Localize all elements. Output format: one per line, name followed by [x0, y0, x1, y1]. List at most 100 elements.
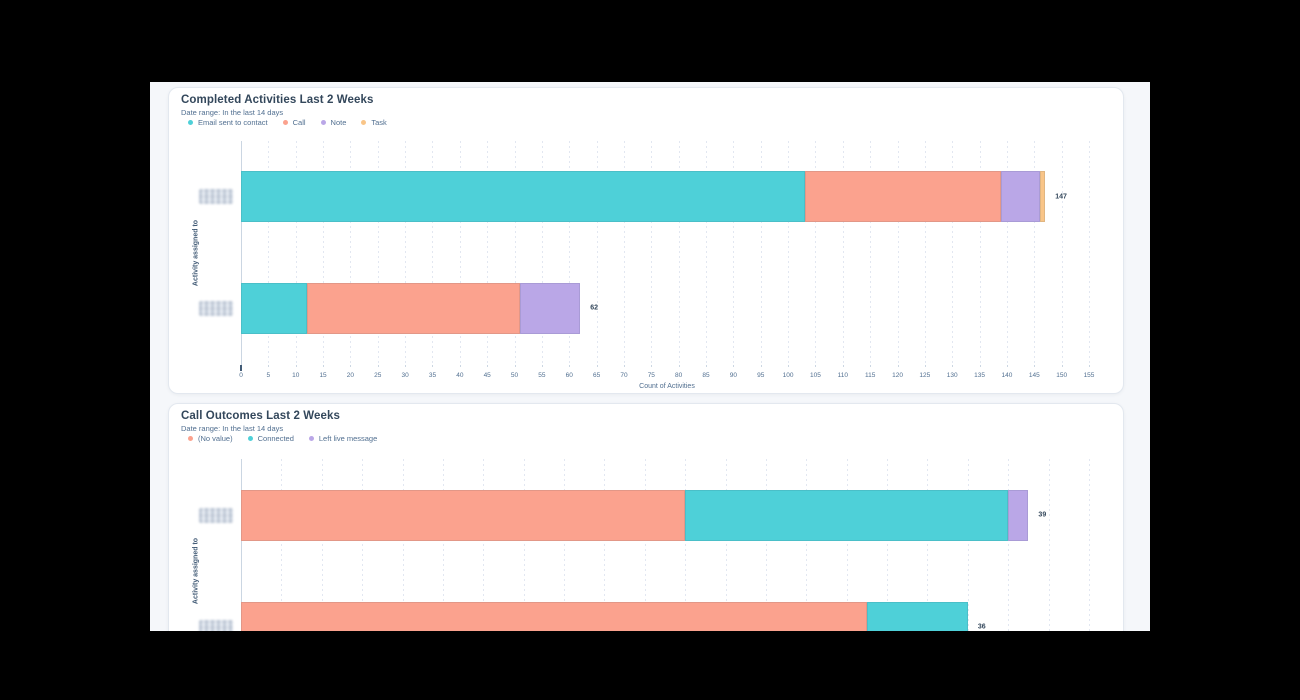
category-label-redacted: [199, 619, 233, 631]
grid-line: [596, 141, 598, 364]
chart-plot-area: Activity assigned to 39 36: [169, 404, 1123, 631]
tick-mark: [924, 365, 926, 369]
bar-segment[interactable]: [241, 489, 686, 541]
grid-line: [870, 141, 872, 364]
bar-segment[interactable]: [306, 282, 520, 334]
chart-title: Call Outcomes Last 2 Weeks: [181, 410, 340, 422]
value-label: 36: [977, 623, 986, 631]
bar-segment[interactable]: [241, 171, 805, 223]
bar-segment[interactable]: [520, 282, 581, 334]
tick-mark: [1034, 365, 1036, 369]
grid-line: [377, 141, 379, 364]
stacked-bar: [241, 601, 968, 631]
y-axis-line: [241, 459, 242, 631]
legend-label: Call: [292, 118, 306, 127]
value-label: 147: [1055, 193, 1067, 201]
stacked-bar: [241, 489, 1029, 541]
tick-mark: [596, 365, 598, 369]
stacked-bar: [241, 282, 581, 334]
grid-line: [967, 459, 969, 631]
grid-line: [815, 141, 817, 364]
grid-line: [268, 141, 270, 364]
tick-mark: [432, 365, 434, 369]
bar-segment[interactable]: [1001, 171, 1040, 223]
legend-item[interactable]: Task: [361, 118, 387, 127]
bar-segment[interactable]: [241, 282, 307, 334]
grid-line: [897, 141, 899, 364]
tick-mark: [350, 365, 352, 369]
x-tick-label: 45: [483, 372, 491, 379]
legend-item[interactable]: (No value): [188, 434, 233, 443]
tick-mark: [760, 365, 762, 369]
legend-dot-icon: [361, 120, 367, 125]
grid-line: [350, 141, 352, 364]
grid-line: [706, 141, 708, 364]
grid-line: [405, 141, 407, 364]
x-tick-label: 10: [292, 372, 300, 379]
x-tick-label: 80: [675, 372, 683, 379]
x-tick-label: 150: [1056, 372, 1068, 379]
bar-segment[interactable]: [685, 489, 1009, 541]
y-axis-title: Activity assigned to: [192, 537, 200, 605]
legend-item[interactable]: Connected: [247, 434, 294, 443]
tick-mark: [733, 365, 735, 369]
x-tick-label: 120: [892, 372, 903, 379]
x-tick-label: 70: [620, 372, 628, 379]
y-axis-line: [241, 141, 242, 366]
legend-dot-icon: [188, 120, 193, 125]
y-axis-title: Activity assigned to: [192, 219, 200, 286]
grid-line: [725, 459, 727, 631]
tick-mark: [405, 365, 407, 369]
tick-mark: [569, 365, 571, 369]
x-tick-label: 100: [782, 372, 794, 379]
dashboard-page: Completed Activities Last 2 Weeks Date r…: [150, 82, 1150, 631]
legend-item[interactable]: Call: [282, 118, 306, 127]
grid-line: [623, 141, 625, 364]
tick-mark: [870, 365, 872, 369]
x-tick-label: 25: [374, 372, 382, 379]
x-tick-label: 50: [510, 372, 519, 379]
bar-segment[interactable]: [866, 601, 968, 631]
chart-title: Completed Activities Last 2 Weeks: [181, 94, 374, 106]
tick-mark: [487, 365, 489, 369]
bar-segment[interactable]: [1008, 489, 1029, 541]
chart-plot-area: Activity assigned to 147 62 0 5 10 15 20 25 30 35 4…: [169, 88, 1123, 393]
grid-line: [604, 459, 606, 631]
tick-mark: [323, 365, 325, 369]
chart-date-range: Date range: In the last 14 days: [181, 108, 284, 117]
legend-dot-icon: [188, 436, 193, 441]
grid-line: [842, 141, 844, 364]
legend-item[interactable]: Left live message: [308, 434, 377, 443]
x-tick-label: 60: [565, 372, 573, 379]
legend-dot-icon: [308, 436, 314, 441]
grid-line: [644, 459, 646, 631]
legend-item[interactable]: Email sent to contact: [188, 118, 268, 127]
grid-line: [459, 141, 461, 364]
grid-line: [1006, 141, 1008, 364]
x-tick-label: 130: [946, 372, 958, 379]
x-tick-label: 125: [919, 372, 931, 379]
legend-label: Connected: [257, 434, 294, 443]
grid-line: [685, 459, 687, 631]
grid-line: [569, 141, 571, 364]
grid-line: [733, 141, 735, 364]
x-tick-label: 40: [456, 372, 464, 379]
grid-line: [927, 459, 929, 631]
grid-line: [321, 459, 323, 631]
grid-line: [564, 459, 566, 631]
bar-segment[interactable]: [241, 601, 867, 631]
x-tick-label: 75: [647, 372, 655, 379]
grid-line: [887, 459, 889, 631]
x-tick-label: 0: [239, 372, 243, 379]
tick-mark: [979, 365, 981, 369]
category-label-redacted: [199, 300, 233, 316]
legend-label: Email sent to contact: [198, 118, 268, 127]
chart-date-range: Date range: In the last 14 days: [181, 424, 284, 433]
bar-segment[interactable]: [804, 171, 1002, 223]
grid-line: [1061, 141, 1063, 364]
legend-item[interactable]: Note: [320, 118, 346, 127]
chart-legend: (No value) Connected Left live message: [188, 434, 377, 443]
grid-line: [678, 141, 680, 364]
bar-segment[interactable]: [1039, 171, 1046, 223]
grid-line: [323, 141, 325, 364]
